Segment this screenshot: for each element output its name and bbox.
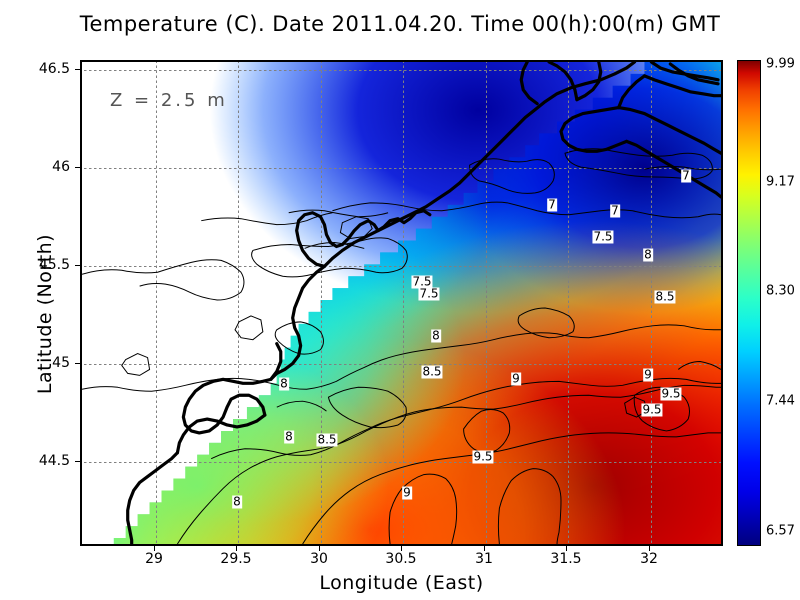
ytick-mark xyxy=(75,167,80,168)
colorbar-gradient xyxy=(738,61,760,545)
ytick-label: 46 xyxy=(52,159,70,175)
contour-label: 8 xyxy=(643,247,653,262)
xtick-mark xyxy=(154,546,155,551)
colorbar-tick-label: 7.44 xyxy=(766,393,795,409)
xtick-label: 30 xyxy=(310,551,328,567)
xtick-label: 29.5 xyxy=(220,551,252,567)
temperature-field xyxy=(82,62,721,544)
contour-label: 7 xyxy=(547,197,557,212)
gridline-lat-44-5 xyxy=(82,462,721,463)
xtick-mark xyxy=(484,546,485,551)
contour-label: 8 xyxy=(279,376,289,391)
xtick-mark xyxy=(319,546,320,551)
contour-label: 8.5 xyxy=(316,432,338,447)
contour-label: 8.5 xyxy=(421,364,443,379)
gridline-lon-31 xyxy=(486,62,487,544)
contour-label: 7.5 xyxy=(418,286,440,301)
contour-label: 7 xyxy=(610,203,620,218)
colorbar-tick-label: 8.30 xyxy=(766,283,795,299)
colorbar-tick-label: 6.57 xyxy=(766,523,795,539)
gridline-lon-31-5 xyxy=(568,62,569,544)
coastline xyxy=(126,62,721,544)
depth-annotation: Z = 2.5 m xyxy=(110,90,228,111)
figure-title: Temperature (C). Date 2011.04.20. Time 0… xyxy=(79,12,721,36)
gridline-lat-45-5 xyxy=(82,266,721,267)
contour-label: 7.5 xyxy=(592,229,614,244)
xtick-label: 31 xyxy=(475,551,493,567)
contour-label: 8.5 xyxy=(654,289,676,304)
contour-label: 7.5 xyxy=(411,274,433,289)
gridline-lon-30 xyxy=(321,62,322,544)
coastline-and-contours xyxy=(82,62,721,544)
gridline-lat-46-5 xyxy=(82,70,721,71)
colorbar-tick-label: 9.99 xyxy=(766,56,795,72)
ytick-mark xyxy=(75,69,80,70)
xtick-label: 30.5 xyxy=(385,551,417,567)
contour-label: 9 xyxy=(643,367,653,382)
ytick-label: 45.5 xyxy=(38,257,70,273)
xtick-mark xyxy=(566,546,567,551)
xtick-label: 29 xyxy=(145,551,163,567)
xtick-label: 31.5 xyxy=(550,551,582,567)
colorbar xyxy=(737,60,761,546)
contour-label: 9 xyxy=(511,371,521,386)
contour-label: 7 xyxy=(681,168,691,183)
ytick-label: 46.5 xyxy=(38,61,70,77)
gridlines xyxy=(82,62,721,544)
xtick-mark xyxy=(236,546,237,551)
contour-label: 9 xyxy=(402,485,412,500)
xtick-label: 32 xyxy=(640,551,658,567)
ytick-mark xyxy=(75,265,80,266)
ytick-mark xyxy=(75,461,80,462)
plot-area: Z = 2.5 m 7 7 7 7.5 7.5 7.5 8 8 8 8 8 8.… xyxy=(80,60,723,546)
contour-label: 9.5 xyxy=(641,402,663,417)
contour-label: 8 xyxy=(284,429,294,444)
x-axis-title: Longitude (East) xyxy=(319,572,484,594)
ytick-label: 45 xyxy=(52,355,70,371)
plot-inner: Z = 2.5 m 7 7 7 7.5 7.5 7.5 8 8 8 8 8 8.… xyxy=(82,62,721,544)
xtick-mark xyxy=(649,546,650,551)
gridline-lat-46 xyxy=(82,168,721,169)
contour-label: 9.5 xyxy=(660,386,682,401)
gridline-lon-32 xyxy=(651,62,652,544)
contour-label: 9.5 xyxy=(472,449,494,464)
y-axis-title: Latitude (North) xyxy=(34,233,56,395)
gridline-lat-45 xyxy=(82,364,721,365)
ytick-mark xyxy=(75,363,80,364)
xtick-mark xyxy=(401,546,402,551)
colorbar-tick-label: 9.17 xyxy=(766,174,795,190)
gridline-lon-29 xyxy=(156,62,157,544)
ytick-label: 44.5 xyxy=(38,453,70,469)
contour-label: 8 xyxy=(431,328,441,343)
gridline-lon-29-5 xyxy=(238,62,239,544)
contour-label: 8 xyxy=(232,494,242,509)
contour-lines xyxy=(82,148,721,544)
gridline-lon-30-5 xyxy=(403,62,404,544)
